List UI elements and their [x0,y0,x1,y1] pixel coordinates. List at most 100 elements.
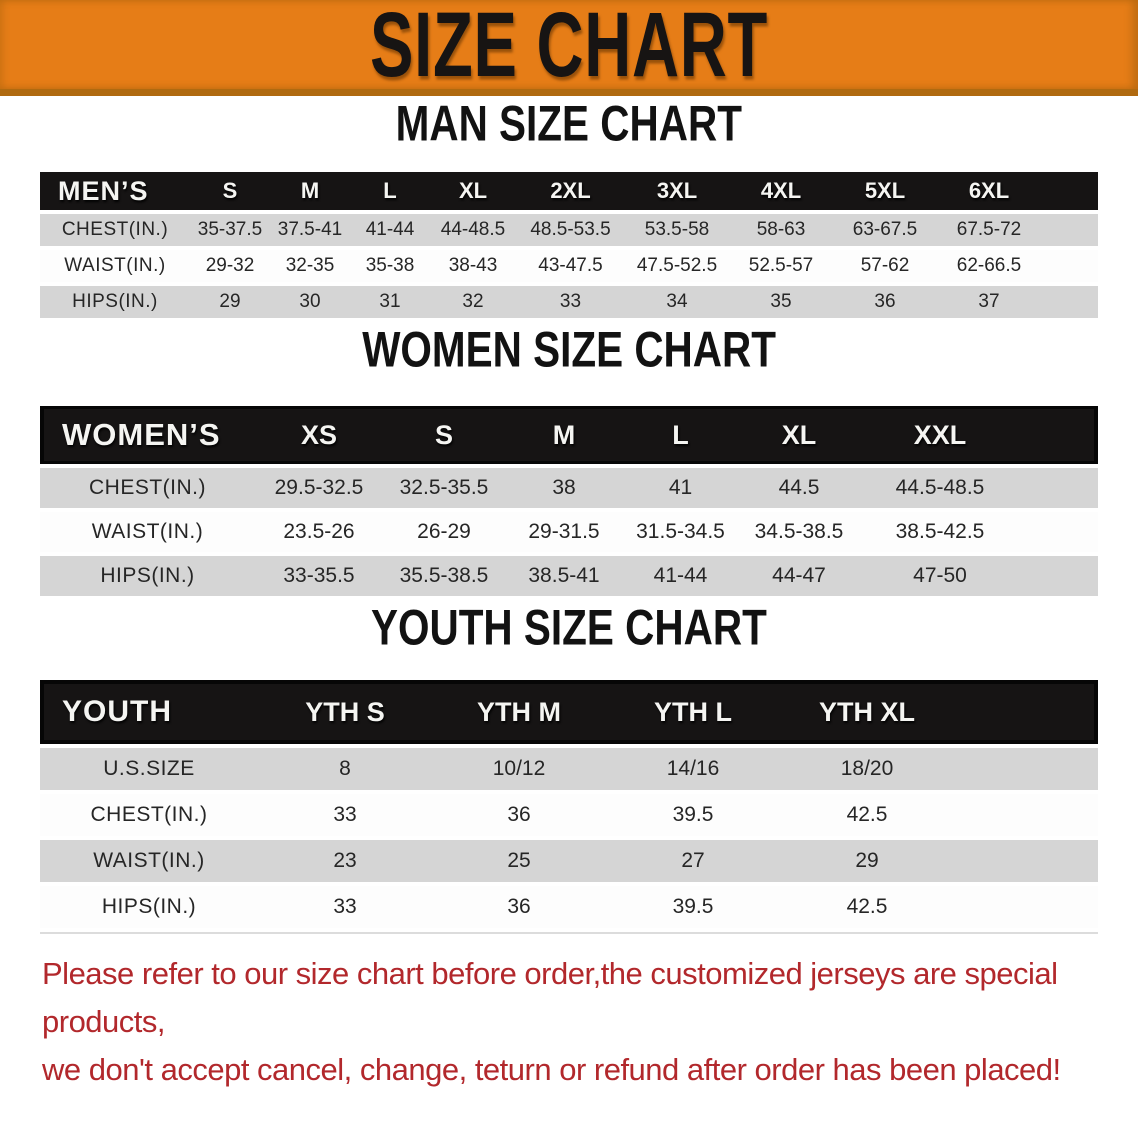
filler-cell [1020,406,1098,464]
size-value-cell: 41-44 [623,556,738,596]
size-value-cell: 36 [432,794,606,836]
size-column-header: 4XL [729,172,833,210]
table-row: HIPS(IN.) 29 30 31 32 33 34 35 36 37 [40,286,1098,318]
size-value-cell: 42.5 [780,886,954,928]
table-header-row: MEN’S S M L XL 2XL 3XL 4XL 5XL 6XL [40,172,1098,210]
filler-cell [1041,172,1098,210]
table-row: WAIST(IN.) 23 25 27 29 [40,840,1098,882]
table-header-row: WOMEN’S XS S M L XL XXL [40,406,1098,464]
table-row: CHEST(IN.) 33 36 39.5 42.5 [40,794,1098,836]
size-value-cell: 67.5-72 [937,214,1041,246]
size-column-header: 5XL [833,172,937,210]
size-value-cell: 23.5-26 [255,512,383,552]
table-row: HIPS(IN.) 33 36 39.5 42.5 [40,886,1098,928]
size-value-cell: 41-44 [350,214,430,246]
filler-cell [954,748,1098,790]
size-value-cell: 14/16 [606,748,780,790]
size-value-cell: 47-50 [860,556,1020,596]
filler-cell [954,680,1098,744]
table-row: U.S.SIZE 8 10/12 14/16 18/20 [40,748,1098,790]
size-value-cell: 52.5-57 [729,250,833,282]
size-column-header: YTH M [432,680,606,744]
size-value-cell: 33 [258,886,432,928]
size-value-cell: 44.5 [738,468,860,508]
women-section-heading: WOMEN SIZE CHART [362,320,776,378]
size-column-header: YTH S [258,680,432,744]
size-value-cell: 35 [729,286,833,318]
banner: SIZE CHART [0,0,1138,96]
size-value-cell: 62-66.5 [937,250,1041,282]
size-value-cell: 31.5-34.5 [623,512,738,552]
size-column-header: L [350,172,430,210]
size-value-cell: 44-47 [738,556,860,596]
filler-cell [954,886,1098,928]
youth-table-bottom-rule [40,932,1098,934]
men-section-heading: MAN SIZE CHART [395,94,743,152]
size-value-cell: 26-29 [383,512,505,552]
size-value-cell: 38 [505,468,623,508]
filler-cell [954,794,1098,836]
row-label: CHEST(IN.) [40,214,190,246]
table-row: WAIST(IN.) 29-32 32-35 35-38 38-43 43-47.5 47.… [40,250,1098,282]
size-column-header: XL [430,172,516,210]
size-column-header: M [505,406,623,464]
table-row: CHEST(IN.) 35-37.5 37.5-41 41-44 44-48.5 48.5… [40,214,1098,246]
size-column-header: XL [738,406,860,464]
size-value-cell: 30 [270,286,350,318]
size-value-cell: 39.5 [606,886,780,928]
filler-cell [1041,250,1098,282]
filler-cell [954,840,1098,882]
policy-line-1: Please refer to our size chart before or… [42,956,1058,1039]
women-size-table: WOMEN’S XS S M L XL XXL CHEST(IN.) 29.5-32.5 32.5… [40,402,1098,600]
filler-cell [1041,286,1098,318]
size-value-cell: 38.5-41 [505,556,623,596]
order-policy-note: Please refer to our size chart before or… [0,950,1138,1094]
table-row: HIPS(IN.) 33-35.5 35.5-38.5 38.5-41 41-44 44-… [40,556,1098,596]
table-row: CHEST(IN.) 29.5-32.5 32.5-35.5 38 41 44.5 44.5… [40,468,1098,508]
size-value-cell: 38.5-42.5 [860,512,1020,552]
size-value-cell: 53.5-58 [625,214,729,246]
size-value-cell: 48.5-53.5 [516,214,625,246]
men-size-table: MEN’S S M L XL 2XL 3XL 4XL 5XL 6XL CHEST(IN.) 35-37… [40,168,1098,322]
size-value-cell: 39.5 [606,794,780,836]
size-column-header: S [190,172,270,210]
size-value-cell: 32 [430,286,516,318]
row-label: HIPS(IN.) [40,886,258,928]
size-column-header: YTH L [606,680,780,744]
size-column-header: 2XL [516,172,625,210]
table-row: WAIST(IN.) 23.5-26 26-29 29-31.5 31.5-34.5 34… [40,512,1098,552]
row-label: WAIST(IN.) [40,840,258,882]
size-value-cell: 29-32 [190,250,270,282]
size-value-cell: 29.5-32.5 [255,468,383,508]
size-value-cell: 44-48.5 [430,214,516,246]
size-value-cell: 23 [258,840,432,882]
row-label: HIPS(IN.) [40,556,255,596]
size-value-cell: 42.5 [780,794,954,836]
size-value-cell: 33 [516,286,625,318]
size-value-cell: 37 [937,286,1041,318]
size-column-header: YTH XL [780,680,954,744]
size-value-cell: 8 [258,748,432,790]
size-value-cell: 63-67.5 [833,214,937,246]
size-value-cell: 35.5-38.5 [383,556,505,596]
youth-section: YOUTH SIZE CHART YOUTH YTH S YTH M YTH L YTH… [0,598,1138,934]
table-header-row: YOUTH YTH S YTH M YTH L YTH XL [40,680,1098,744]
size-value-cell: 34.5-38.5 [738,512,860,552]
size-value-cell: 58-63 [729,214,833,246]
row-label: CHEST(IN.) [40,468,255,508]
size-value-cell: 29 [780,840,954,882]
page-title: SIZE CHART [369,0,769,96]
youth-size-table: YOUTH YTH S YTH M YTH L YTH XL U.S.SIZE 8 10/12… [40,676,1098,932]
size-value-cell: 35-37.5 [190,214,270,246]
size-value-cell: 36 [833,286,937,318]
table-group-label: MEN’S [40,172,190,210]
youth-section-heading: YOUTH SIZE CHART [371,598,767,656]
size-value-cell: 29-31.5 [505,512,623,552]
size-value-cell: 10/12 [432,748,606,790]
filler-cell [1020,512,1098,552]
size-column-header: 6XL [937,172,1041,210]
row-label: CHEST(IN.) [40,794,258,836]
table-group-label: WOMEN’S [40,406,255,464]
size-value-cell: 41 [623,468,738,508]
